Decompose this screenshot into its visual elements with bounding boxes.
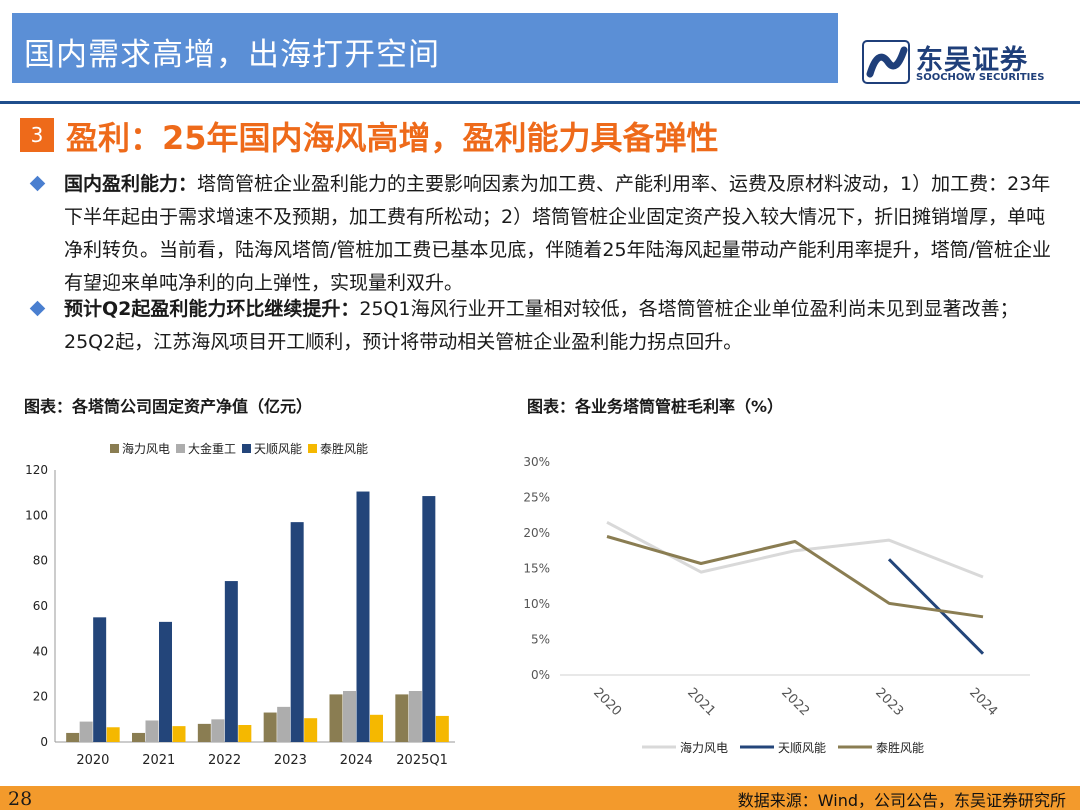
legend-label: 海力风电 bbox=[122, 441, 170, 456]
bar bbox=[408, 691, 422, 742]
y-tick-label: 20 bbox=[33, 690, 48, 704]
page-title: 国内需求高增，出海打开空间 bbox=[24, 37, 440, 73]
footer-bar bbox=[0, 786, 1080, 810]
bullet-text: 预计Q2起盈利能力环比继续提升：25Q1海风行业开工量相对较低，各塔筒管桩企业单… bbox=[64, 293, 1058, 359]
x-tick-label: 2021 bbox=[142, 753, 175, 768]
y-tick-label: 0 bbox=[40, 735, 48, 749]
section-title: 盈利：25年国内海风高增，盈利能力具备弹性 bbox=[66, 119, 719, 157]
bar bbox=[106, 727, 120, 742]
bar bbox=[79, 721, 93, 742]
fixed-assets-bar-chart: 海力风电 大金重工 天顺风能 泰胜风能 0 20 40 60 80 100 120 2020 2021 2… bbox=[25, 441, 455, 768]
gross-margin-line-chart: 0% 5% 10% 15% 20% 25% 30% 2020 2021 2022 2023 2024 海… bbox=[523, 455, 1030, 755]
bullet-heading: 预计Q2起盈利能力环比继续提升： bbox=[64, 298, 360, 320]
bar bbox=[159, 621, 172, 742]
bullet-heading: 国内盈利能力： bbox=[64, 173, 198, 195]
y-tick-label: 80 bbox=[33, 554, 48, 568]
bar bbox=[224, 581, 238, 742]
bar bbox=[93, 617, 107, 742]
bar bbox=[304, 718, 318, 742]
right-chart-caption: 图表：各业务塔筒管桩毛利率（%） bbox=[527, 397, 784, 416]
left-chart-caption: 图表：各塔筒公司固定资产净值（亿元） bbox=[24, 397, 313, 416]
bar bbox=[263, 712, 277, 742]
y-tick-label: 30% bbox=[523, 455, 550, 469]
legend-label: 天顺风能 bbox=[778, 741, 826, 755]
bar bbox=[145, 720, 159, 742]
bar bbox=[435, 715, 449, 742]
x-tick-label: 2023 bbox=[274, 753, 307, 768]
y-tick-label: 10% bbox=[523, 597, 550, 611]
bullet-body: 塔筒管桩企业盈利能力的主要影响因素为加工费、产能利用率、运费及原材料波动，1）加… bbox=[64, 173, 1051, 294]
legend-label: 天顺风能 bbox=[254, 442, 302, 456]
y-tick-label: 40 bbox=[33, 644, 48, 658]
bullet-text: 国内盈利能力：塔筒管桩企业盈利能力的主要影响因素为加工费、产能利用率、运费及原材… bbox=[64, 168, 1058, 300]
bar bbox=[329, 694, 343, 742]
bullet-body: 25Q1海风行业开工量相对较低，各塔筒管桩企业单位盈利尚未见到显著改善；25Q2… bbox=[64, 298, 1019, 353]
soochow-logo-icon bbox=[862, 40, 910, 84]
series-line bbox=[606, 535, 984, 619]
x-tick-label: 2021 bbox=[684, 685, 718, 719]
y-tick-label: 5% bbox=[531, 633, 550, 647]
bar bbox=[211, 719, 225, 742]
legend-swatch bbox=[176, 444, 185, 453]
x-tick-label: 2025Q1 bbox=[396, 753, 448, 768]
y-tick-label: 60 bbox=[33, 599, 48, 613]
bar bbox=[422, 496, 436, 742]
bar bbox=[66, 732, 80, 742]
y-tick-label: 120 bbox=[25, 463, 48, 477]
y-tick-label: 25% bbox=[523, 491, 550, 505]
company-logo: 东吴证券 SOOCHOW SECURITIES bbox=[862, 38, 1062, 88]
bar bbox=[356, 491, 370, 742]
x-tick-label: 2024 bbox=[340, 753, 373, 768]
y-tick-label: 100 bbox=[25, 508, 48, 522]
logo-chinese-name: 东吴证券 bbox=[916, 45, 1028, 76]
logo-english-name: SOOCHOW SECURITIES bbox=[916, 72, 1045, 83]
x-tick-label: 2020 bbox=[76, 753, 109, 768]
series-line bbox=[606, 520, 984, 579]
x-tick-label: 2024 bbox=[966, 685, 1000, 719]
legend-label: 海力风电 bbox=[680, 740, 728, 755]
bar bbox=[395, 694, 409, 742]
legend-swatch bbox=[242, 444, 251, 453]
legend-swatch bbox=[308, 444, 317, 453]
legend-swatch bbox=[110, 444, 119, 453]
bar bbox=[277, 706, 291, 742]
bar bbox=[370, 714, 383, 742]
legend-label: 泰胜风能 bbox=[876, 740, 924, 755]
y-tick-label: 0% bbox=[531, 668, 550, 682]
legend-label: 大金重工 bbox=[188, 441, 236, 456]
bullet-domestic-profitability: 国内盈利能力：塔筒管桩企业盈利能力的主要影响因素为加工费、产能利用率、运费及原材… bbox=[28, 168, 1058, 300]
series-line bbox=[887, 558, 985, 655]
y-tick-label: 15% bbox=[523, 562, 550, 576]
x-tick-label: 2023 bbox=[872, 685, 906, 719]
x-tick-label: 2020 bbox=[590, 685, 624, 719]
bar bbox=[343, 691, 356, 742]
diamond-bullet-icon bbox=[29, 300, 46, 317]
diamond-bullet-icon bbox=[29, 175, 46, 192]
section-number-badge: 3 bbox=[20, 118, 54, 152]
header-divider bbox=[0, 101, 1080, 104]
bar bbox=[172, 726, 186, 742]
x-tick-label: 2022 bbox=[778, 685, 812, 719]
y-tick-label: 20% bbox=[523, 526, 550, 540]
title-bar: 国内需求高增，出海打开空间 bbox=[12, 13, 838, 83]
data-source-note: 数据来源：Wind，公司公告，东吴证券研究所 bbox=[737, 791, 1066, 810]
bar bbox=[132, 732, 145, 742]
x-tick-label: 2022 bbox=[208, 753, 241, 768]
bar bbox=[238, 725, 252, 742]
bullet-q2-outlook: 预计Q2起盈利能力环比继续提升：25Q1海风行业开工量相对较低，各塔筒管桩企业单… bbox=[28, 293, 1058, 359]
page-number: 28 bbox=[8, 788, 33, 810]
bar bbox=[197, 723, 211, 742]
legend-label: 泰胜风能 bbox=[320, 441, 368, 456]
bar bbox=[290, 522, 304, 742]
